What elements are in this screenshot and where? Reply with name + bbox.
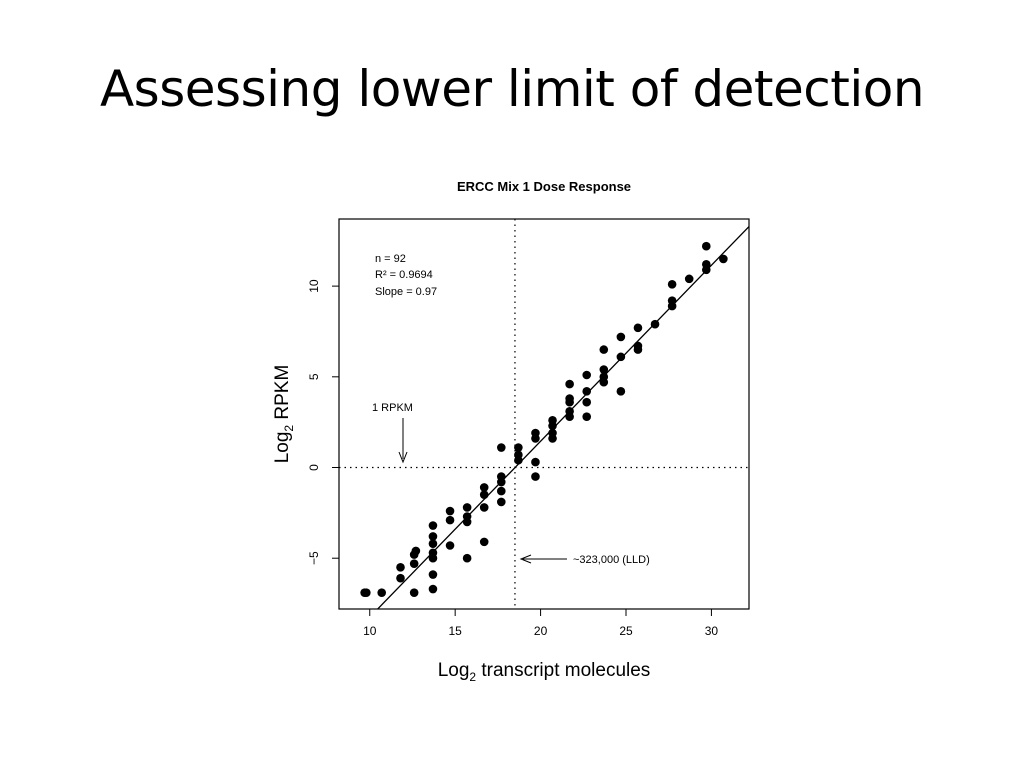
data-point — [633, 341, 643, 351]
x-axis-label-sub: 2 — [469, 670, 476, 684]
data-point — [548, 416, 557, 425]
x-axis-label: Log2 transcript molecules — [438, 660, 651, 684]
data-point — [582, 412, 592, 422]
data-point — [514, 443, 523, 452]
data-point — [411, 546, 421, 556]
lld-arrow-head — [519, 554, 532, 564]
data-point — [701, 260, 711, 269]
y-tick-label: −5 — [307, 551, 321, 565]
data-point — [582, 387, 592, 396]
data-point — [599, 345, 609, 354]
lld-annotation: ~323,000 (LLD) — [519, 554, 650, 566]
x-tick-label: 25 — [619, 624, 633, 638]
chart-title: ERCC Mix 1 Dose Response — [457, 179, 631, 194]
y-axis-label-sub: 2 — [282, 425, 296, 432]
data-point — [479, 537, 489, 547]
stat-slope: Slope = 0.97 — [375, 286, 437, 298]
data-point — [360, 588, 369, 597]
data-point — [531, 472, 540, 481]
data-point — [496, 443, 506, 452]
data-point — [462, 512, 472, 521]
data-point — [445, 515, 455, 525]
slide-title: Assessing lower limit of detection — [99, 60, 925, 118]
data-point — [428, 548, 438, 558]
data-point — [396, 573, 405, 583]
data-point — [377, 588, 387, 597]
data-point — [428, 532, 438, 541]
lld-annotation-label: ~323,000 (LLD) — [573, 554, 650, 566]
x-tick-label: 10 — [363, 624, 377, 638]
data-point — [396, 562, 405, 572]
data-point — [496, 472, 506, 481]
data-point — [565, 379, 574, 389]
data-point — [531, 428, 540, 438]
data-point — [445, 506, 455, 516]
stats-box: n = 92 R² = 0.9694 Slope = 0.97 — [375, 253, 437, 298]
data-point — [599, 365, 609, 374]
data-point — [616, 387, 626, 396]
data-point — [582, 397, 592, 407]
data-point — [633, 323, 643, 333]
data-point — [616, 332, 626, 342]
data-point — [428, 570, 438, 579]
data-point — [531, 457, 540, 467]
data-point — [701, 241, 711, 251]
data-point — [514, 450, 523, 460]
data-point — [719, 254, 728, 264]
x-tick-label: 30 — [705, 624, 719, 638]
data-point — [496, 497, 506, 507]
rpkm-annotation: 1 RPKM — [372, 402, 413, 464]
rpkm-arrow-head — [398, 451, 408, 464]
data-point — [548, 428, 557, 438]
plot-frame — [338, 218, 750, 610]
data-point — [462, 503, 472, 512]
y-tick-label: 0 — [307, 464, 321, 471]
y-tick-label: 5 — [307, 373, 321, 380]
data-point — [565, 394, 574, 403]
data-point — [428, 539, 438, 548]
y-axis-label: Log2 RPKM — [272, 365, 296, 464]
data-point — [667, 296, 677, 305]
data-point — [479, 503, 489, 512]
x-axis-label-main: Log — [438, 660, 470, 681]
y-axis-label-rest: RPKM — [272, 365, 293, 425]
stat-n: n = 92 — [375, 253, 406, 265]
data-point — [409, 559, 419, 568]
x-tick-label: 15 — [448, 624, 462, 638]
y-axis-label-main: Log — [272, 432, 293, 464]
data-point — [599, 372, 609, 382]
data-point — [445, 541, 455, 550]
rpkm-annotation-label: 1 RPKM — [372, 402, 413, 414]
data-point — [582, 370, 592, 380]
x-axis-label-rest: transcript molecules — [476, 660, 650, 681]
data-point — [479, 490, 489, 500]
data-point — [650, 319, 660, 329]
data-point — [428, 521, 438, 530]
x-tick-label: 20 — [534, 624, 548, 638]
data-point — [496, 486, 506, 496]
data-point — [409, 588, 419, 597]
stat-r-squared: R² = 0.9694 — [375, 269, 433, 281]
data-point — [462, 553, 472, 563]
data-point — [684, 274, 694, 284]
data-point — [667, 280, 677, 289]
data-point — [616, 352, 626, 362]
data-point — [479, 483, 489, 492]
data-point — [565, 406, 574, 416]
regression-line — [376, 226, 749, 609]
data-point — [428, 584, 438, 594]
y-tick-label: 10 — [307, 279, 321, 293]
